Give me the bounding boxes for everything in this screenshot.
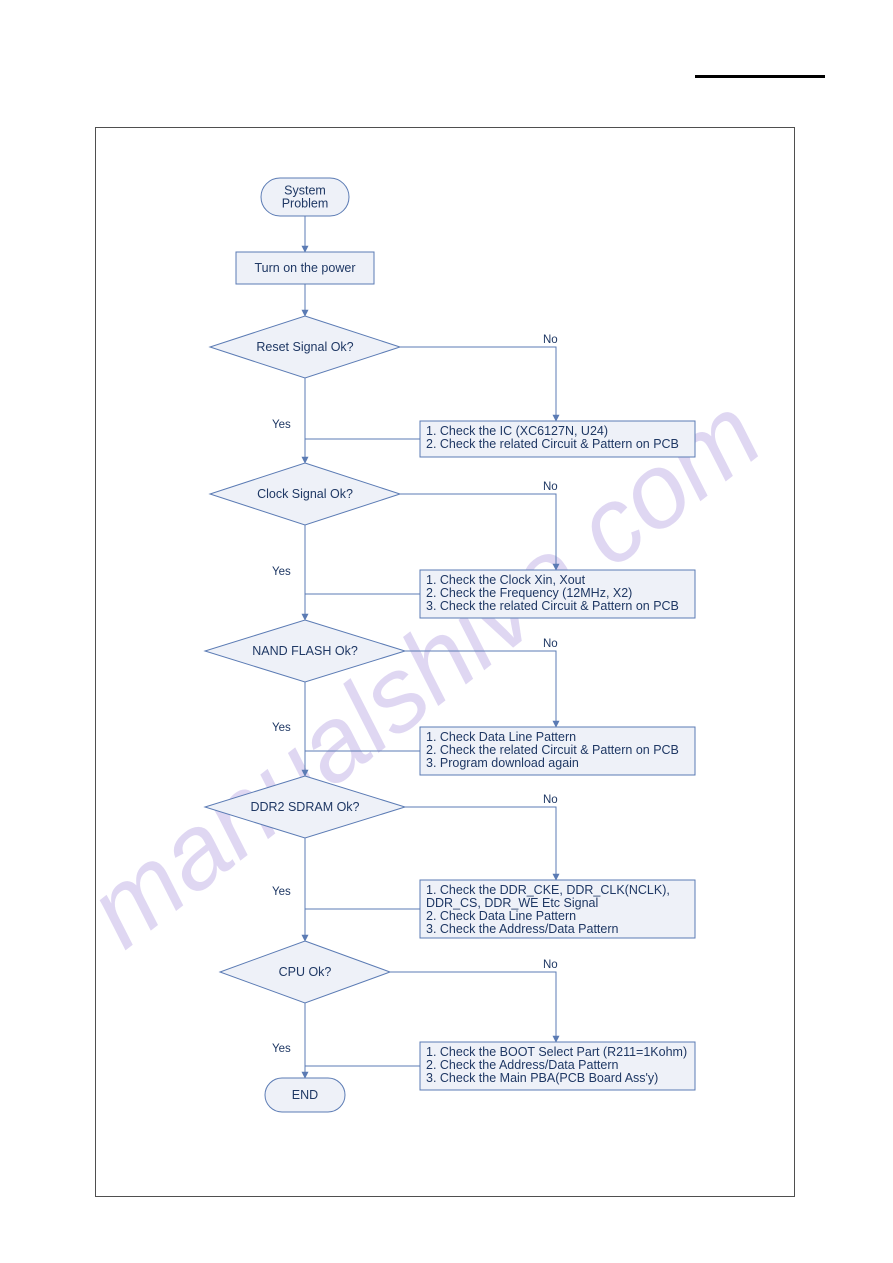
page: manualshive.com SystemProblemTurn on the… [0, 0, 893, 1263]
node-text-cpu: CPU Ok? [279, 965, 332, 979]
action-text-a_ddr: 1. Check the DDR_CKE, DDR_CLK(NCLK), [426, 883, 670, 897]
edge-label: No [543, 959, 558, 971]
action-text-a_reset: 2. Check the related Circuit & Pattern o… [426, 437, 679, 451]
edge-label: No [543, 334, 558, 346]
edge-label: No [543, 794, 558, 806]
edge-label: Yes [272, 722, 291, 734]
action-text-a_ddr: 2. Check Data Line Pattern [426, 909, 576, 923]
action-text-a_ddr: 3. Check the Address/Data Pattern [426, 922, 619, 936]
action-text-a_cpu: 3. Check the Main PBA(PCB Board Ass'y) [426, 1071, 658, 1085]
node-text-clock: Clock Signal Ok? [257, 487, 353, 501]
edge-label: Yes [272, 886, 291, 898]
action-text-a_cpu: 1. Check the BOOT Select Part (R211=1Koh… [426, 1045, 687, 1059]
edge-label: No [543, 481, 558, 493]
node-text-start: System [284, 184, 326, 198]
action-text-a_nand: 2. Check the related Circuit & Pattern o… [426, 743, 679, 757]
node-text-reset: Reset Signal Ok? [256, 340, 353, 354]
action-text-a_reset: 1. Check the IC (XC6127N, U24) [426, 424, 608, 438]
action-text-a_cpu: 2. Check the Address/Data Pattern [426, 1058, 619, 1072]
action-text-a_nand: 3. Program download again [426, 756, 579, 770]
node-text-power: Turn on the power [255, 261, 356, 275]
node-text-end: END [292, 1088, 318, 1102]
action-text-a_clock: 1. Check the Clock Xin, Xout [426, 573, 586, 587]
node-text-nand: NAND FLASH Ok? [252, 644, 358, 658]
edge-ddr-a_ddr [405, 807, 556, 880]
flowchart-svg: manualshive.com SystemProblemTurn on the… [0, 0, 893, 1263]
action-text-a_ddr: DDR_CS, DDR_WE Etc Signal [426, 896, 598, 910]
action-text-a_clock: 2. Check the Frequency (12MHz, X2) [426, 586, 632, 600]
edge-label: Yes [272, 566, 291, 578]
edge-label: Yes [272, 419, 291, 431]
edge-reset-a_reset [400, 347, 556, 421]
edge-label: No [543, 638, 558, 650]
node-text-start: Problem [282, 197, 329, 211]
edge-label: Yes [272, 1043, 291, 1055]
action-text-a_nand: 1. Check Data Line Pattern [426, 730, 576, 744]
edge-cpu-a_cpu [390, 972, 556, 1042]
node-text-ddr: DDR2 SDRAM Ok? [250, 800, 359, 814]
action-text-a_clock: 3. Check the related Circuit & Pattern o… [426, 599, 679, 613]
